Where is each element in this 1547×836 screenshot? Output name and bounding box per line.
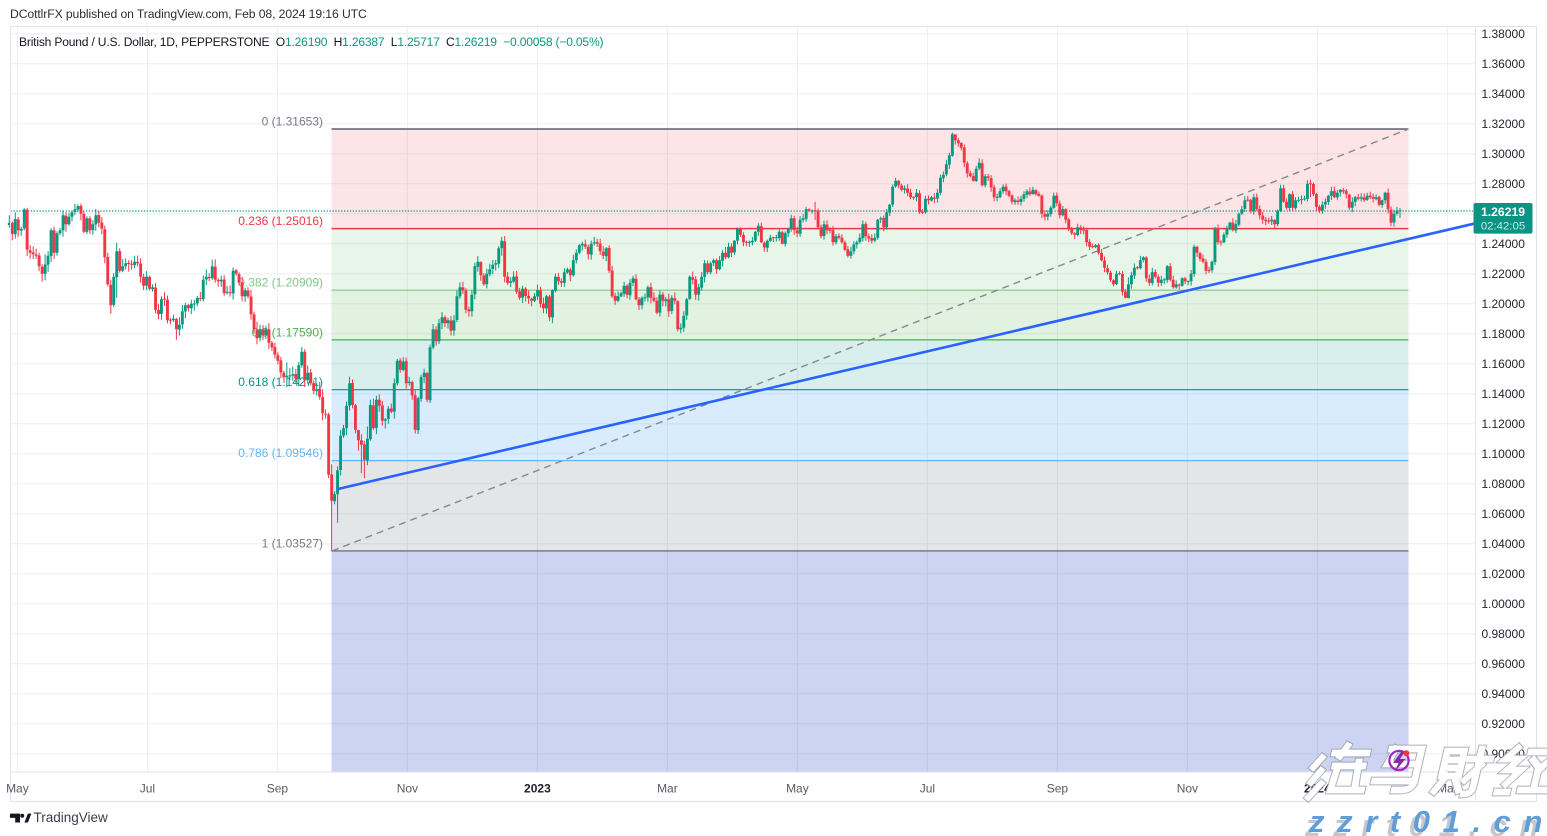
svg-text:2023: 2023 <box>524 782 551 796</box>
svg-text:1.16000: 1.16000 <box>1482 357 1526 371</box>
svg-text:Jul: Jul <box>140 782 155 796</box>
svg-text:1.26219: 1.26219 <box>1481 205 1525 219</box>
svg-text:May: May <box>786 782 809 796</box>
svg-text:1.20000: 1.20000 <box>1482 297 1526 311</box>
svg-text:1.12000: 1.12000 <box>1482 417 1526 431</box>
svg-text:Nov: Nov <box>1177 782 1198 796</box>
svg-text:1.22000: 1.22000 <box>1482 267 1526 281</box>
svg-text:0.382 (1.20909): 0.382 (1.20909) <box>238 276 323 290</box>
svg-text:1.36000: 1.36000 <box>1482 57 1526 71</box>
svg-text:1.28000: 1.28000 <box>1482 177 1526 191</box>
svg-text:Jul: Jul <box>920 782 935 796</box>
svg-text:02:42:05: 02:42:05 <box>1481 221 1525 233</box>
svg-text:0.786 (1.09546): 0.786 (1.09546) <box>238 446 323 460</box>
svg-text:0.94000: 0.94000 <box>1482 687 1526 701</box>
svg-text:1.00000: 1.00000 <box>1482 597 1526 611</box>
svg-text:1.18000: 1.18000 <box>1482 327 1526 341</box>
svg-text:0.98000: 0.98000 <box>1482 627 1526 641</box>
svg-text:1 (1.03527): 1 (1.03527) <box>262 536 323 550</box>
svg-text:0.96000: 0.96000 <box>1482 657 1526 671</box>
svg-text:1.02000: 1.02000 <box>1482 567 1526 581</box>
svg-text:1.24000: 1.24000 <box>1482 237 1526 251</box>
svg-text:0.92000: 0.92000 <box>1482 717 1526 731</box>
svg-text:Nov: Nov <box>397 782 418 796</box>
svg-text:1.34000: 1.34000 <box>1482 87 1526 101</box>
svg-text:Sep: Sep <box>1047 782 1069 796</box>
svg-text:Sep: Sep <box>267 782 289 796</box>
svg-text:May: May <box>6 782 29 796</box>
svg-text:TradingView: TradingView <box>34 810 109 825</box>
svg-text:1.04000: 1.04000 <box>1482 537 1526 551</box>
svg-text:Mar: Mar <box>657 782 678 796</box>
svg-text:1.06000: 1.06000 <box>1482 507 1526 521</box>
svg-text:1.30000: 1.30000 <box>1482 147 1526 161</box>
svg-text:0 (1.31653): 0 (1.31653) <box>262 115 323 129</box>
svg-text:0.236 (1.25016): 0.236 (1.25016) <box>238 214 323 228</box>
svg-text:1.32000: 1.32000 <box>1482 117 1526 131</box>
svg-text:1.38000: 1.38000 <box>1482 27 1526 41</box>
svg-text:0.618 (1.14271): 0.618 (1.14271) <box>238 375 323 389</box>
svg-text:1.10000: 1.10000 <box>1482 447 1526 461</box>
svg-text:1.14000: 1.14000 <box>1482 387 1526 401</box>
svg-text:1.08000: 1.08000 <box>1482 477 1526 491</box>
